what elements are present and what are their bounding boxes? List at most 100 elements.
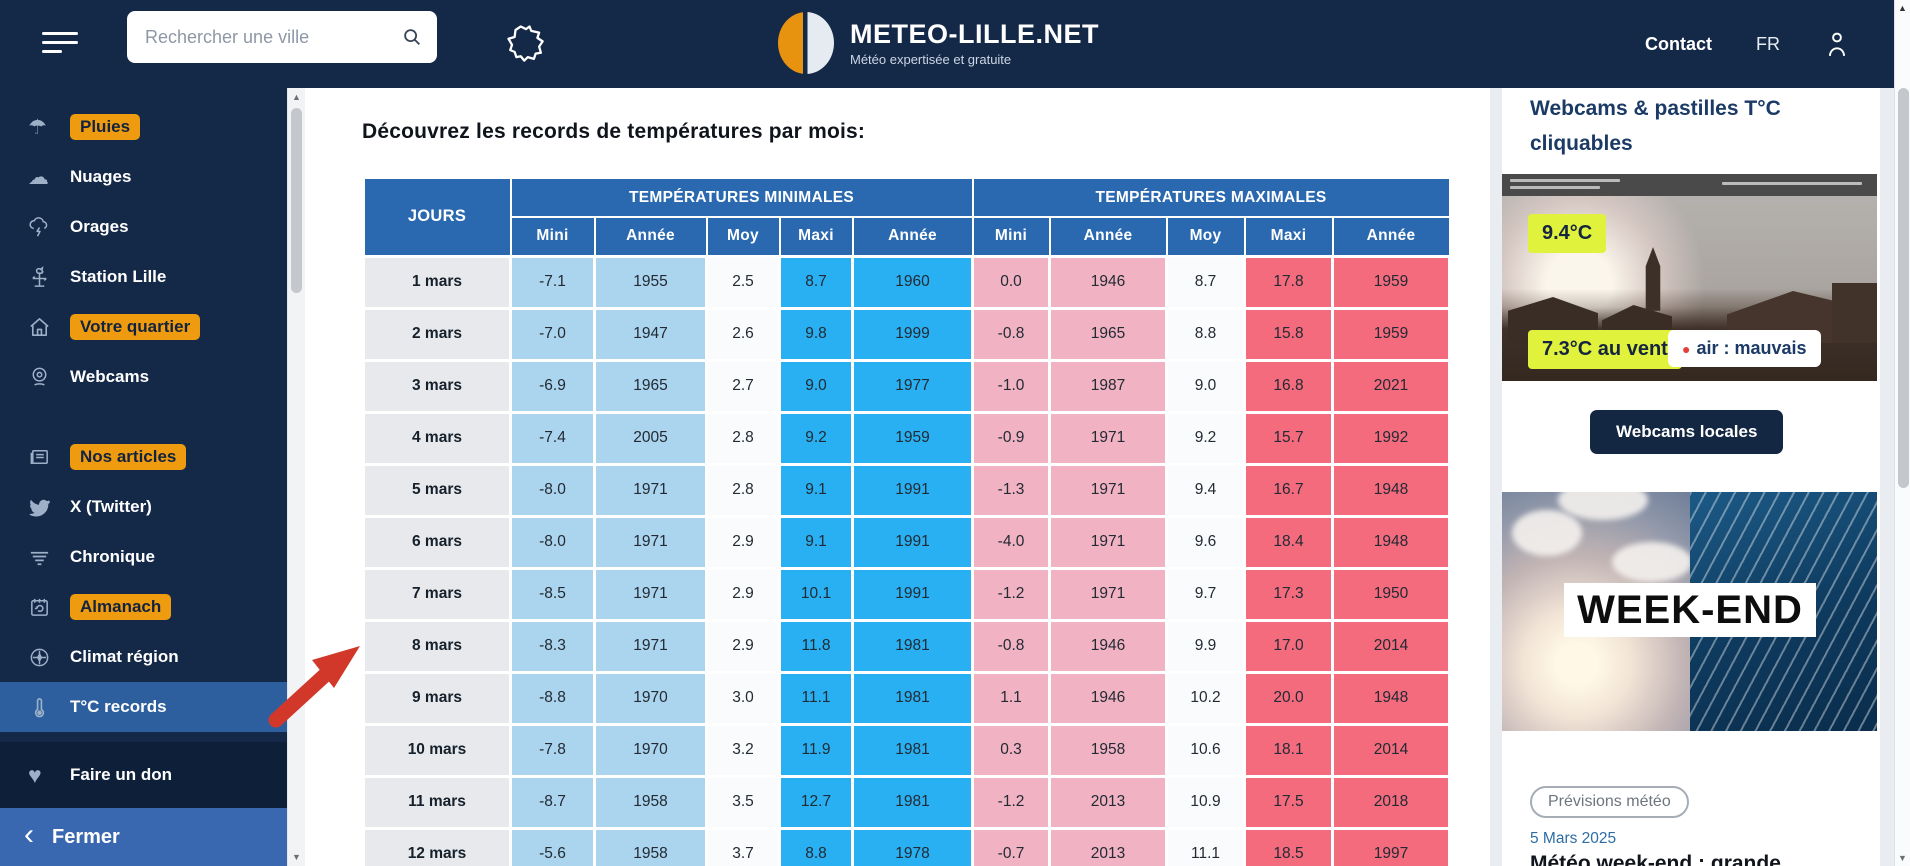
table-cell: 1971 [593,618,708,674]
user-account-icon[interactable] [1824,29,1850,59]
brand-tagline: Météo expertisée et gratuite [850,52,1012,67]
aside-heading: Webcams & pastilles T°C cliquables [1530,97,1781,155]
table-cell: 1971 [593,566,708,622]
webcam-image[interactable]: 9.4°C 7.3°C au vent ● air : mauvais [1502,174,1877,381]
sidebar-item-chronique[interactable]: Chronique [0,532,287,582]
sidebar-item-label: Station Lille [70,267,167,286]
table-cell: 17.3 [1243,566,1335,622]
sidebar-item-label: Nos articles [70,444,187,470]
col-header: Année [593,216,708,257]
webcams-locales-button[interactable]: Webcams locales [1590,410,1784,454]
col-header: Moy [1165,216,1246,257]
sidebar-item-almanach[interactable]: Almanach [0,582,287,632]
site-logo[interactable]: METEO-LILLE.NET Météo expertisée et grat… [778,12,1099,74]
table-cell: 3.5 [705,774,781,830]
table-cell: -1.3 [971,462,1052,518]
contact-link[interactable]: Contact [1645,33,1712,54]
table-cell: -8.5 [509,566,596,622]
table-cell: 1970 [593,670,708,726]
sidebar-item-label: Nuages [70,167,132,186]
table-cell: 1958 [593,826,708,866]
table-row: 5 mars -8.0 1971 2.8 9.1 1991 -1.3 1971 9.4 16.7 1… [362,462,1452,518]
weekend-forecast-image[interactable]: WEEK-END [1502,492,1877,731]
sidebar-scrollbar-thumb[interactable] [291,108,302,293]
scroll-up-icon[interactable]: ▲ [1898,3,1907,13]
sidebar-item-votre-quartier[interactable]: Votre quartier [0,302,287,352]
france-map-icon[interactable] [505,22,547,66]
table-cell: 2014 [1331,618,1452,674]
table-cell-day: 1 mars [362,254,512,310]
table-cell: 1965 [1048,306,1169,362]
sidebar-item-nuages[interactable]: ☁ Nuages [0,152,287,202]
table-cell: 3.7 [705,826,781,866]
table-cell: 16.8 [1243,358,1335,414]
table-cell-day: 7 mars [362,566,512,622]
article-headline-partial[interactable]: Météo week-end : grande [1530,852,1781,866]
category-tag[interactable]: Prévisions météo [1530,786,1689,818]
table-cell: 10.1 [778,566,854,622]
sidebar-item-nos-articles[interactable]: Nos articles [0,432,287,482]
table-row: 2 mars -7.0 1947 2.6 9.8 1999 -0.8 1965 8.8 15.8 1… [362,306,1452,362]
table-cell: 1959 [1331,306,1452,362]
table-cell: 11.8 [778,618,854,674]
table-cell: 9.0 [1165,358,1247,414]
table-cell: 1981 [850,774,975,830]
table-cell: 1999 [850,306,975,362]
language-selector[interactable]: FR [1756,33,1780,54]
sidebar-item-station-lille[interactable]: Station Lille [0,252,287,302]
search-icon[interactable] [401,26,423,48]
table-cell: -1.2 [971,566,1052,622]
table-cell: 1971 [593,514,708,570]
sidebar-item-webcams[interactable]: Webcams [0,352,287,402]
sidebar-item-t-c-records[interactable]: T°C records [0,682,287,732]
table-cell: 10.2 [1165,670,1247,726]
search-input[interactable] [127,26,401,48]
table-cell: -6.9 [509,358,596,414]
table-cell: -7.0 [509,306,596,362]
sidebar-item-donate[interactable]: ♥ Faire un don [0,742,287,808]
table-cell: 9.1 [778,462,854,518]
sidebar-item-pluies[interactable]: ☂ Pluies [0,102,287,152]
scroll-down-icon[interactable]: ▼ [292,852,301,862]
air-quality-label: air : mauvais [1696,338,1807,358]
sidebar-close-button[interactable]: ‹ Fermer [0,808,287,866]
table-cell: 10.9 [1165,774,1247,830]
col-header: Maxi [778,216,854,257]
table-cell: 3.0 [705,670,781,726]
scroll-down-icon[interactable]: ▼ [1898,853,1907,863]
sidebar-item-climat-r-gion[interactable]: Climat région [0,632,287,682]
table-cell: 1959 [850,410,975,466]
sidebar-item-orages[interactable]: Orages [0,202,287,252]
table-cell: -1.2 [971,774,1052,830]
sidebar-item-label: Climat région [70,647,179,666]
wind-chill-pastille[interactable]: 7.3°C au vent [1528,330,1682,369]
col-header: Mini [509,216,596,257]
table-cell: 16.7 [1243,462,1335,518]
thermometer-icon [28,696,62,719]
table-cell: 2014 [1331,722,1452,778]
col-header: Année [851,216,974,257]
webcam-overlay-bar [1502,174,1877,196]
page-scrollbar-thumb[interactable] [1898,88,1909,488]
table-cell: 1958 [1048,722,1169,778]
right-sidebar: Webcams & pastilles T°C cliquables 9.4°C… [1502,88,1880,866]
table-cell: 15.7 [1243,410,1335,466]
temperature-pastille[interactable]: 9.4°C [1528,214,1607,253]
air-quality-badge[interactable]: ● air : mauvais [1668,330,1821,367]
sidebar-scrollbar[interactable]: ▲ ▼ [287,88,305,866]
table-cell: 1946 [1048,670,1169,726]
table-cell: 1977 [850,358,975,414]
table-cell-day: 12 mars [362,826,512,866]
page-scrollbar[interactable]: ▲ ▼ [1894,0,1910,866]
weathervane-icon [28,265,62,289]
hamburger-menu-icon[interactable] [42,32,82,58]
table-cell: 2.8 [705,462,781,518]
table-cell: 1946 [1048,618,1169,674]
table-cell: 2.5 [705,254,781,310]
sidebar-item-x-twitter-[interactable]: X (Twitter) [0,482,287,532]
scroll-up-icon[interactable]: ▲ [292,92,301,102]
table-cell: 15.8 [1243,306,1335,362]
city-search-box [127,11,437,63]
table-cell: -1.0 [971,358,1052,414]
table-cell-day: 6 mars [362,514,512,570]
